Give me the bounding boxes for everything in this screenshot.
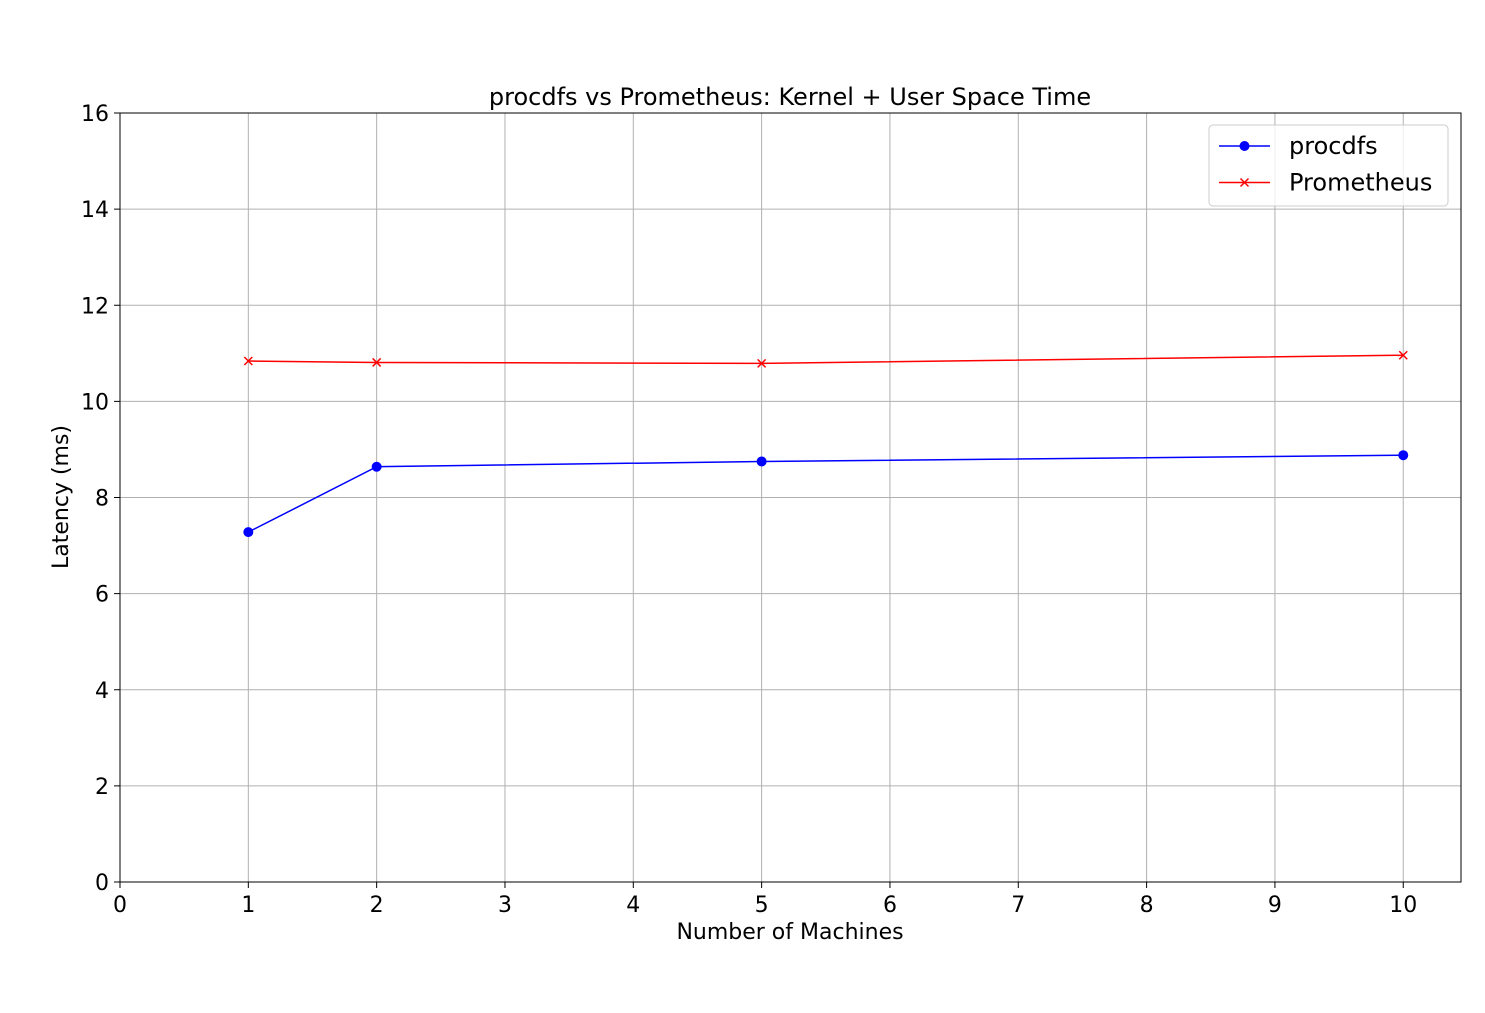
legend-item-procdfs: procdfs: [1219, 132, 1378, 160]
grid: [119, 112, 1461, 883]
x-axis: 0 1 2 3 4 5 6 7 8 9 10: [113, 882, 1417, 918]
x-tick-label: 10: [1389, 893, 1417, 918]
legend: procdfs Prometheus: [1208, 124, 1449, 207]
y-tick-label: 16: [81, 102, 109, 127]
data-point-prometheus: [243, 356, 253, 366]
legend-marker: [1239, 177, 1250, 188]
y-tick-label: 4: [95, 679, 109, 704]
series-layer: [243, 350, 1409, 538]
x-tick-label: 2: [370, 893, 384, 918]
y-tick-label: 2: [95, 775, 109, 800]
data-point-procdfs: [371, 461, 382, 472]
y-tick-label: 6: [95, 583, 109, 608]
series-procdfs: [243, 450, 1409, 538]
legend-marker: [1239, 141, 1250, 151]
legend-label: procdfs: [1289, 132, 1378, 160]
y-axis-title: Latency (ms): [49, 425, 74, 569]
data-point-procdfs: [243, 527, 254, 538]
x-tick-label: 0: [113, 893, 127, 918]
y-tick-label: 8: [95, 487, 109, 512]
x-axis-title: Number of Machines: [676, 920, 903, 945]
series-line-procdfs: [247, 454, 1404, 533]
x-tick-label: 7: [1011, 893, 1025, 918]
y-tick-label: 12: [81, 294, 109, 319]
chart-title: procdfs vs Prometheus: Kernel + User Spa…: [489, 83, 1091, 111]
y-tick-label: 10: [81, 390, 109, 415]
data-point-prometheus: [1398, 350, 1408, 360]
y-tick-label: 0: [95, 871, 109, 896]
x-tick-label: 1: [241, 893, 255, 918]
x-tick-label: 8: [1140, 893, 1154, 918]
legend-item-prometheus: Prometheus: [1219, 169, 1432, 197]
data-point-prometheus: [372, 357, 382, 367]
x-tick-label: 5: [755, 893, 769, 918]
y-axis: 0 2 4 6 8 10 12 14 16: [81, 102, 120, 896]
series-prometheus: [243, 350, 1408, 368]
x-tick-label: 3: [498, 893, 512, 918]
series-line-prometheus: [248, 354, 1404, 365]
data-point-prometheus: [757, 358, 767, 368]
x-tick-label: 4: [626, 893, 640, 918]
data-point-procdfs: [756, 456, 767, 467]
data-point-procdfs: [1398, 450, 1409, 461]
x-tick-label: 6: [883, 893, 897, 918]
x-tick-label: 9: [1268, 893, 1282, 918]
y-tick-label: 14: [81, 198, 109, 223]
legend-label: Prometheus: [1289, 169, 1432, 197]
